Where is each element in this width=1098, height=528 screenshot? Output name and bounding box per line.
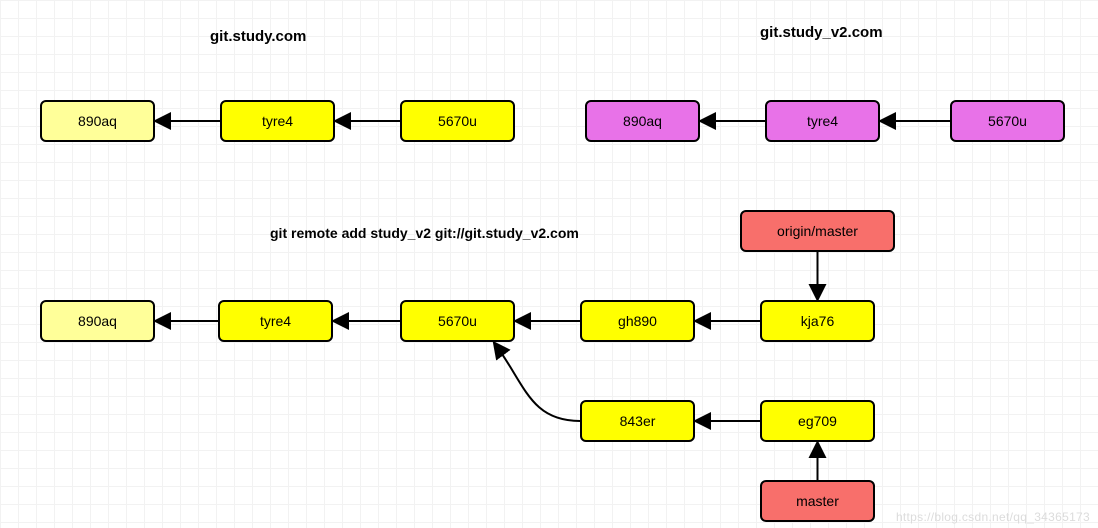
title-left: git.study.com xyxy=(210,28,306,45)
node-b6: 843er xyxy=(580,400,695,442)
node-t2a: 890aq xyxy=(585,100,700,142)
node-om: origin/master xyxy=(740,210,895,252)
title-right: git.study_v2.com xyxy=(760,24,883,41)
watermark: https://blog.csdn.net/qq_34365173 xyxy=(896,510,1090,524)
node-t1c: 5670u xyxy=(400,100,515,142)
node-b5: kja76 xyxy=(760,300,875,342)
node-m: master xyxy=(760,480,875,522)
node-b1: 890aq xyxy=(40,300,155,342)
node-t2b: tyre4 xyxy=(765,100,880,142)
node-b4: gh890 xyxy=(580,300,695,342)
node-t1a: 890aq xyxy=(40,100,155,142)
edges-layer xyxy=(0,0,1098,528)
node-b2: tyre4 xyxy=(218,300,333,342)
title-middle: git remote add study_v2 git://git.study_… xyxy=(270,225,579,241)
node-b3: 5670u xyxy=(400,300,515,342)
node-t1b: tyre4 xyxy=(220,100,335,142)
node-b7: eg709 xyxy=(760,400,875,442)
node-t2c: 5670u xyxy=(950,100,1065,142)
